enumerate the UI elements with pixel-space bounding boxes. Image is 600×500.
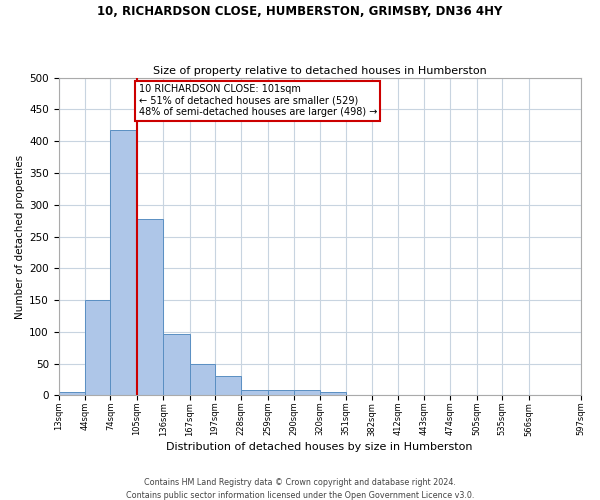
Bar bbox=[215, 376, 241, 396]
Bar bbox=[241, 390, 268, 396]
Title: Size of property relative to detached houses in Humberston: Size of property relative to detached ho… bbox=[152, 66, 487, 76]
Bar bbox=[294, 390, 320, 396]
Bar bbox=[190, 364, 215, 396]
Y-axis label: Number of detached properties: Number of detached properties bbox=[15, 154, 25, 318]
Bar bbox=[110, 130, 137, 396]
Text: 10, RICHARDSON CLOSE, HUMBERSTON, GRIMSBY, DN36 4HY: 10, RICHARDSON CLOSE, HUMBERSTON, GRIMSB… bbox=[97, 5, 503, 18]
Bar bbox=[320, 392, 346, 396]
Bar bbox=[59, 392, 85, 396]
X-axis label: Distribution of detached houses by size in Humberston: Distribution of detached houses by size … bbox=[166, 442, 473, 452]
Bar bbox=[268, 390, 294, 396]
Text: 10 RICHARDSON CLOSE: 101sqm
← 51% of detached houses are smaller (529)
48% of se: 10 RICHARDSON CLOSE: 101sqm ← 51% of det… bbox=[139, 84, 377, 117]
Text: Contains HM Land Registry data © Crown copyright and database right 2024.
Contai: Contains HM Land Registry data © Crown c… bbox=[126, 478, 474, 500]
Bar bbox=[137, 219, 163, 396]
Bar bbox=[163, 334, 190, 396]
Bar bbox=[85, 300, 110, 396]
